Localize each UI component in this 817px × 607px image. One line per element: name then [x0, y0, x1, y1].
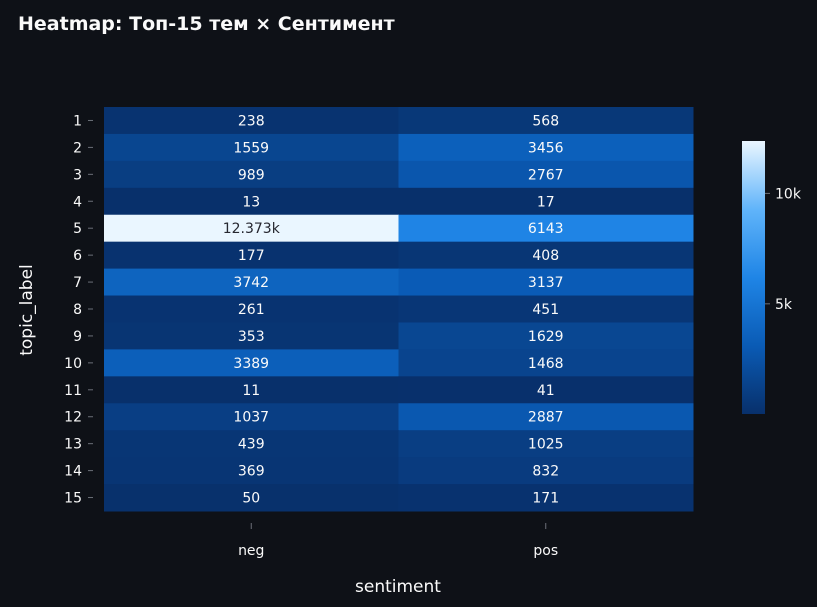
heatmap-cell: [398, 403, 694, 431]
y-tick-label: 14: [64, 464, 82, 480]
heatmap-cell: [398, 295, 694, 323]
heatmap-cell: [104, 241, 399, 270]
cell-value-label: 13: [242, 194, 260, 210]
heatmap-cell: [398, 241, 694, 270]
cell-value-label: 238: [238, 113, 265, 129]
x-tick-label: neg: [238, 543, 264, 559]
y-tick-label: 11: [64, 383, 82, 399]
heatmap-cell: [398, 268, 694, 297]
cell-value-label: 1468: [528, 356, 564, 372]
y-tick-label: 4: [73, 194, 82, 210]
x-axis-label: sentiment: [355, 577, 441, 597]
chart-title: Heatmap: Топ-15 тем × Сентимент: [18, 13, 395, 35]
cell-value-label: 369: [238, 464, 265, 480]
cell-value-label: 568: [532, 113, 559, 129]
y-tick-label: 12: [64, 410, 82, 426]
heatmap-cell: [104, 133, 399, 162]
x-tick-label: pos: [533, 543, 558, 559]
y-tick-label: 10: [64, 356, 82, 372]
cell-value-label: 2887: [528, 410, 564, 426]
x-axis-ticks: neg pos: [238, 523, 558, 559]
heatmap-cell: [398, 376, 694, 404]
y-tick-label: 9: [73, 329, 82, 345]
heatmap-cell: [104, 349, 399, 377]
cell-value-label: 17: [537, 194, 555, 210]
heatmap-cell: [104, 295, 399, 323]
cell-value-label: 439: [238, 437, 265, 453]
heatmap-cell: [104, 160, 399, 189]
y-tick-label: 7: [73, 275, 82, 291]
y-axis-label: topic_label: [17, 264, 37, 356]
cell-value-label: 177: [238, 248, 265, 264]
y-tick-label: 5: [73, 221, 82, 237]
cell-value-label: 50: [242, 491, 260, 507]
cell-value-label: 1629: [528, 329, 564, 345]
heatmap-cell: [398, 484, 694, 512]
heatmap-cell: [104, 107, 399, 135]
y-tick-label: 6: [73, 248, 82, 264]
colorbar: 5k 10k: [742, 141, 802, 414]
cell-value-label: 2767: [528, 167, 564, 183]
heatmap-cell: [398, 349, 694, 377]
heatmap-cell: [398, 160, 694, 189]
cell-value-label: 989: [238, 167, 265, 183]
y-tick-label: 13: [64, 437, 82, 453]
cell-value-label: 353: [238, 329, 265, 345]
heatmap-cell: [398, 133, 694, 162]
cell-value-label: 832: [532, 464, 559, 480]
y-tick-label: 1: [73, 113, 82, 129]
cell-value-label: 3742: [233, 275, 269, 291]
cell-value-label: 1037: [233, 410, 269, 426]
y-tick-label: 15: [64, 491, 82, 507]
colorbar-tick-label: 5k: [775, 297, 793, 313]
heatmap-cell: [398, 457, 694, 485]
heatmap-cell: [104, 187, 399, 216]
heatmap-cell: [398, 214, 694, 243]
cell-value-label: 3137: [528, 275, 564, 291]
y-tick-label: 8: [73, 302, 82, 318]
cell-value-label: 12.373k: [223, 221, 281, 237]
cell-value-label: 1559: [233, 140, 269, 156]
colorbar-ticks: 5k 10k: [765, 186, 802, 313]
cell-value-label: 41: [537, 383, 555, 399]
cell-value-label: 451: [532, 302, 559, 318]
cell-value-label: 6143: [528, 221, 564, 237]
cell-value-label: 11: [242, 383, 260, 399]
heatmap-cell: [398, 430, 694, 458]
cell-value-label: 1025: [528, 437, 564, 453]
colorbar-tick-label: 10k: [775, 186, 802, 202]
y-tick-label: 3: [73, 167, 82, 183]
cell-value-label: 3389: [233, 356, 269, 372]
cell-value-label: 408: [532, 248, 559, 264]
cell-value-label: 171: [532, 491, 559, 507]
heatmap-cell: [104, 214, 399, 243]
heatmap-cell: [104, 322, 399, 350]
heatmap-cell: [398, 322, 694, 350]
heatmap-cell: [104, 484, 399, 512]
heatmap-cells: 238 568 1559 3456 989 2767 13 17 12.373k 6143 177 4…: [104, 107, 694, 512]
heatmap-cell: [398, 187, 694, 216]
heatmap-cell: [104, 376, 399, 404]
heatmap-cell: [104, 457, 399, 485]
heatmap-cell: [398, 107, 694, 135]
cell-value-label: 261: [238, 302, 265, 318]
heatmap-cell: [104, 268, 399, 297]
y-tick-label: 2: [73, 140, 82, 156]
cell-value-label: 3456: [528, 140, 564, 156]
heatmap-cell: [104, 430, 399, 458]
colorbar-gradient: [742, 141, 765, 414]
heatmap-cell: [104, 403, 399, 431]
